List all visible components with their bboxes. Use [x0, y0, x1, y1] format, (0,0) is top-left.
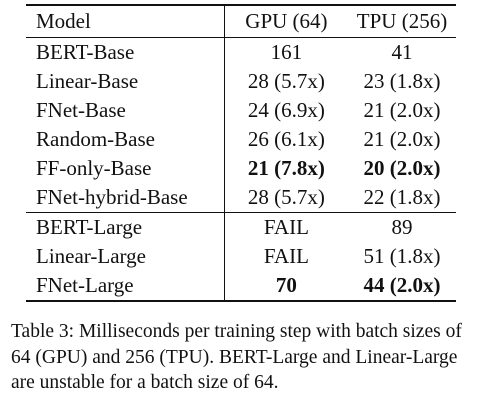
cell-tpu-best: 44 (2.0x) — [348, 271, 456, 302]
cell-model: BERT-Large — [26, 212, 225, 242]
table-row: FNet-Large 70 44 (2.0x) — [26, 271, 456, 302]
cell-tpu: 89 — [348, 212, 456, 242]
cell-model: Linear-Base — [36, 69, 139, 93]
table-row: BERT-Base 161 41 — [26, 37, 456, 67]
results-table: Model GPU (64) TPU (256) BERT-Base 161 4… — [26, 4, 456, 302]
cell-gpu: 28 (5.7x) — [223, 67, 349, 96]
header-model: Model — [26, 4, 225, 38]
cell-tpu: 21 (2.0x) — [363, 127, 441, 151]
table-header-row: Model GPU (64) TPU (256) — [26, 4, 456, 38]
cell-tpu: 51 (1.8x) — [363, 244, 441, 268]
table-row: Linear-Large FAIL 51 (1.8x) — [26, 242, 456, 271]
cell-tpu: 23 (1.8x) — [363, 69, 441, 93]
cell-model: BERT-Base — [36, 40, 135, 64]
table-caption: Table 3: Milliseconds per training step … — [11, 321, 462, 393]
cell-tpu-best: 20 (2.0x) — [363, 156, 441, 180]
cell-tpu: 22 (1.8x) — [363, 185, 441, 209]
cell-model: FNet-hybrid-Base — [36, 185, 188, 209]
cell-model: FF-only-Base — [36, 156, 152, 180]
cell-tpu: 21 (2.0x) — [363, 98, 441, 122]
cell-gpu-best: 21 (7.8x) — [223, 154, 349, 183]
cell-gpu: 24 (6.9x) — [223, 96, 349, 125]
cell-gpu: FAIL — [223, 242, 349, 271]
table-row: BERT-Large FAIL 89 — [26, 212, 456, 242]
cell-gpu-best: 70 — [223, 271, 349, 302]
header-tpu: TPU (256) — [348, 4, 456, 38]
table-row: Random-Base 26 (6.1x) 21 (2.0x) — [26, 125, 456, 154]
cell-gpu: 26 (6.1x) — [223, 125, 349, 154]
cell-model: FNet-Large — [26, 271, 225, 302]
cell-tpu: 41 — [391, 40, 413, 64]
cell-model: Linear-Large — [36, 244, 146, 268]
cell-model: FNet-Base — [36, 98, 126, 122]
table-row: Linear-Base 28 (5.7x) 23 (1.8x) — [26, 67, 456, 96]
cell-gpu: FAIL — [223, 212, 349, 242]
header-gpu: GPU (64) — [223, 4, 349, 38]
cell-gpu: 161 — [223, 37, 349, 67]
table-row: FNet-hybrid-Base 28 (5.7x) 22 (1.8x) — [26, 183, 456, 213]
cell-gpu: 28 (5.7x) — [223, 183, 349, 213]
results-table-container: Model GPU (64) TPU (256) BERT-Base 161 4… — [26, 4, 456, 302]
table-row: FF-only-Base 21 (7.8x) 20 (2.0x) — [26, 154, 456, 183]
table-row: FNet-Base 24 (6.9x) 21 (2.0x) — [26, 96, 456, 125]
cell-model: Random-Base — [36, 127, 155, 151]
